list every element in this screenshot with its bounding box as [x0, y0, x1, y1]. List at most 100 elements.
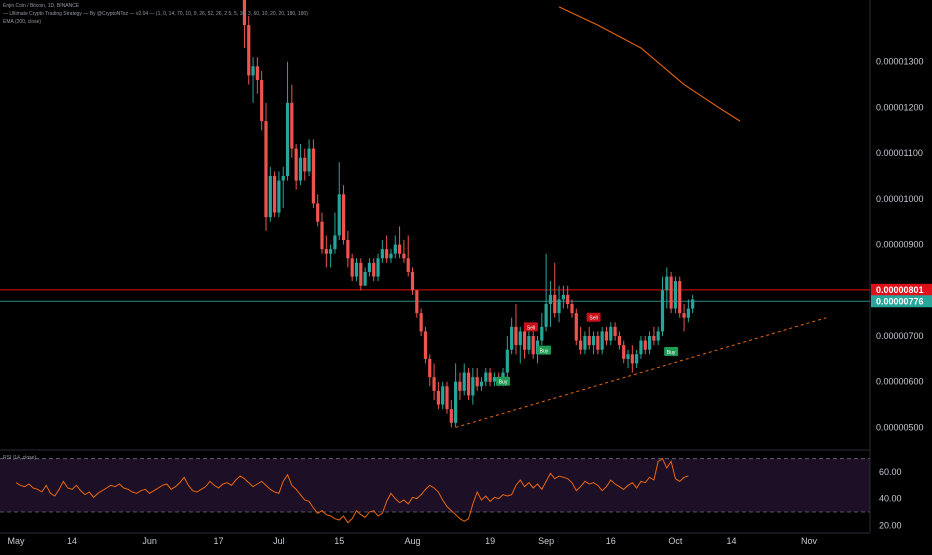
candle-body	[643, 340, 647, 350]
candle-body	[376, 258, 380, 277]
candle-body	[635, 354, 639, 364]
candle-body	[346, 240, 350, 259]
signal-badge	[586, 312, 601, 322]
candle-body	[622, 345, 626, 359]
candle-body	[285, 102, 290, 176]
candle-body	[449, 409, 453, 423]
candle-body	[686, 308, 690, 318]
candle-body	[553, 294, 557, 314]
candle-body	[242, 0, 247, 26]
signal-badge	[536, 345, 551, 355]
candle-body	[359, 262, 363, 286]
signal-buy: Buy	[536, 345, 551, 355]
time-tick-label: Sep	[538, 536, 554, 546]
candle-body	[445, 386, 449, 410]
candle-body	[406, 258, 410, 272]
time-tick-label: 19	[485, 536, 495, 546]
candle-body	[294, 148, 298, 181]
candle-body	[298, 157, 303, 181]
candle-body	[462, 372, 466, 391]
candle-body	[471, 377, 475, 396]
price-tag-bg	[871, 295, 932, 308]
candle-body	[639, 340, 643, 355]
candle-body	[423, 331, 428, 359]
candle-body	[570, 304, 574, 314]
candle-body	[505, 349, 509, 373]
candle-body	[251, 66, 255, 76]
candle-body	[441, 386, 445, 405]
time-tick-label: Jun	[142, 536, 157, 546]
candle-body	[277, 180, 281, 213]
signal-buy: Buy	[496, 376, 511, 386]
candle-body	[475, 377, 479, 387]
candle-body	[626, 354, 630, 359]
price-tag-bg	[871, 283, 932, 296]
candle-body	[436, 390, 440, 405]
time-tick-label: 17	[214, 536, 224, 546]
candle-body	[333, 235, 337, 250]
candle-body	[548, 294, 553, 304]
signal-sell: Sell	[586, 312, 601, 322]
candle-body	[385, 249, 389, 259]
candle-body	[600, 331, 604, 350]
candle-body	[574, 313, 578, 341]
candle-body	[367, 262, 372, 272]
candle-body	[281, 176, 285, 181]
rsi-tick-label: 20.00	[879, 520, 902, 530]
candle-body	[691, 299, 695, 309]
candle-body	[514, 326, 518, 346]
rsi-tick-label: 40.00	[879, 494, 902, 504]
candle-body	[397, 244, 402, 254]
candle-body	[479, 381, 484, 387]
candle-body	[579, 340, 583, 350]
signal-label: Buy	[667, 350, 676, 356]
candle-body	[273, 176, 277, 213]
signal-label: Buy	[540, 349, 549, 355]
candle-body	[354, 262, 359, 277]
candle-body	[596, 336, 600, 350]
rsi-title: RSI (14, close)	[3, 455, 37, 461]
candle-body	[419, 313, 423, 332]
candle-body	[466, 372, 471, 396]
chart-legend: Enjin Coin / Bitcoin, 1D, BINANCE — Ulti…	[3, 2, 308, 26]
candle-body	[609, 326, 613, 341]
rsi-pane	[0, 458, 870, 513]
candle-body	[518, 331, 522, 346]
time-tick-label: Oct	[668, 536, 683, 546]
candle-body	[316, 203, 320, 222]
signal-label: Buy	[499, 380, 508, 386]
price-tick-label: 0.00001100	[876, 148, 923, 158]
candle-body	[566, 294, 570, 304]
signals-group: Buy Sell Buy Sell Buy	[496, 312, 679, 386]
candle-body	[488, 372, 492, 382]
signal-sell: Sell	[524, 322, 539, 332]
candle-body	[410, 272, 415, 291]
price-tick-label: 0.00001300	[876, 57, 924, 67]
candle-body	[617, 336, 621, 346]
candle-body	[613, 326, 617, 336]
resistance-price-tag: 0.00000801	[871, 283, 932, 296]
candle-body	[307, 148, 311, 172]
candle-body	[428, 358, 432, 378]
last-price-tag: 0.00000776	[871, 295, 932, 308]
time-tick-label: 16	[606, 536, 616, 546]
candles-group	[242, 0, 695, 428]
time-tick-label: 14	[67, 536, 77, 546]
signal-badge	[524, 322, 539, 332]
price-tick-label: 0.00001000	[876, 194, 924, 204]
candle-body	[341, 194, 346, 240]
candle-body	[527, 336, 531, 350]
time-tick-label: May	[7, 536, 25, 546]
candle-body	[303, 157, 307, 172]
time-tick-label: Nov	[801, 536, 818, 546]
candle-body	[454, 381, 458, 423]
candle-body	[389, 253, 393, 259]
candle-body	[673, 281, 678, 309]
rsi-legend: RSI (14, close)	[3, 454, 36, 462]
candle-body	[591, 336, 596, 346]
candle-body	[544, 304, 548, 327]
candle-body	[660, 290, 665, 332]
candle-body	[432, 377, 436, 391]
